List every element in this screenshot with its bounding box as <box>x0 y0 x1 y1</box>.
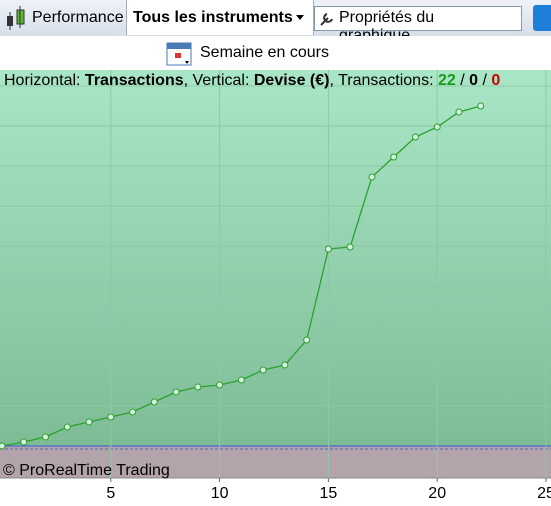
x-tick-label: 5 <box>106 485 115 502</box>
button[interactable]: Propriétés du graphique... <box>314 6 522 44</box>
selector-bg <box>126 0 314 35</box>
info-text: Horizontal: <box>4 72 85 89</box>
info-text: Devise (€) <box>254 72 330 89</box>
point <box>85 418 93 426</box>
point <box>477 102 485 110</box>
point <box>129 408 137 416</box>
dropdown[interactable]: Tous les instruments <box>133 9 293 26</box>
info-text: , Vertical: <box>184 72 254 89</box>
x-tick-label: 20 <box>428 485 446 502</box>
info-text: , Transactions: <box>329 72 438 89</box>
point <box>63 423 71 431</box>
point <box>281 361 289 369</box>
point <box>237 376 245 384</box>
point <box>42 433 50 441</box>
arrow <box>296 15 304 20</box>
point <box>390 153 398 161</box>
info-text: / <box>478 72 491 89</box>
toolbar: Performance Tous les instruments Proprié… <box>0 0 551 44</box>
x-tick-label: 15 <box>320 485 338 502</box>
period-row: Semaine en cours <box>0 36 551 70</box>
point <box>411 133 419 141</box>
point <box>172 388 180 396</box>
x-tick-label: 10 <box>211 485 229 502</box>
neutral: 0 <box>469 72 478 89</box>
tab[interactable]: Performance <box>32 9 124 26</box>
icon <box>7 6 25 30</box>
point <box>150 398 158 406</box>
losses: 0 <box>491 72 500 89</box>
point <box>303 336 311 344</box>
info-text: Transactions <box>85 72 184 89</box>
point <box>194 383 202 391</box>
period-label: Semaine en cours <box>200 44 329 61</box>
point <box>216 381 224 389</box>
wins: 22 <box>438 72 456 89</box>
info: Horizontal: Transactions, Vertical: Devi… <box>4 72 500 89</box>
negative-area <box>0 446 551 478</box>
point <box>324 245 332 253</box>
info-text: / <box>456 72 469 89</box>
point <box>346 243 354 251</box>
wrench <box>320 13 333 26</box>
point <box>107 413 115 421</box>
x-tick-label: 25 <box>537 485 551 502</box>
calendar-icon[interactable] <box>165 39 195 69</box>
point <box>433 123 441 131</box>
point <box>259 366 267 374</box>
footer: © ProRealTime Trading <box>3 462 170 479</box>
axis-area <box>0 478 551 506</box>
positive-area <box>0 70 551 446</box>
point <box>0 442 6 450</box>
chart: 5 10 15 20 25 Horizontal: Transactions, Vert… <box>0 70 551 506</box>
point <box>20 438 28 446</box>
point <box>368 173 376 181</box>
blue-button[interactable] <box>533 5 551 31</box>
point <box>455 108 463 116</box>
